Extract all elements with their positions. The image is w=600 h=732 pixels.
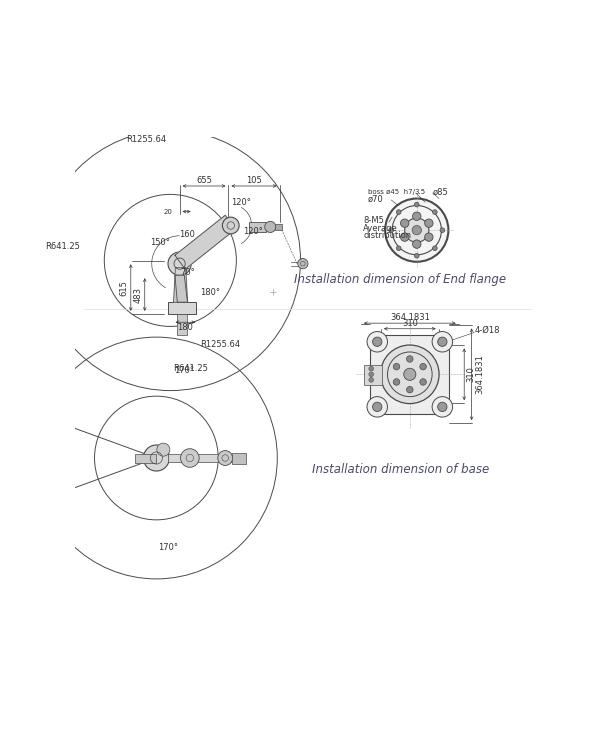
Bar bbox=[168, 454, 231, 462]
Circle shape bbox=[397, 246, 401, 250]
Polygon shape bbox=[175, 215, 235, 269]
Text: Installation dimension of End flange: Installation dimension of End flange bbox=[295, 274, 506, 286]
Bar bbox=[370, 335, 449, 414]
Text: ø85: ø85 bbox=[433, 187, 449, 196]
Circle shape bbox=[425, 233, 433, 242]
Circle shape bbox=[415, 202, 419, 207]
Text: Installation dimension of base: Installation dimension of base bbox=[312, 463, 489, 476]
Circle shape bbox=[413, 240, 421, 248]
Circle shape bbox=[393, 363, 400, 370]
Circle shape bbox=[401, 233, 409, 242]
Circle shape bbox=[415, 253, 419, 258]
Text: 170°: 170° bbox=[158, 543, 178, 552]
Text: 180°: 180° bbox=[200, 288, 220, 297]
Text: 3.5: 3.5 bbox=[415, 189, 425, 195]
Circle shape bbox=[433, 210, 437, 214]
Circle shape bbox=[157, 443, 170, 456]
Circle shape bbox=[367, 397, 388, 417]
Circle shape bbox=[401, 219, 409, 228]
Circle shape bbox=[218, 451, 233, 466]
Circle shape bbox=[369, 378, 374, 382]
Text: 70°: 70° bbox=[181, 269, 196, 277]
Text: R641.25: R641.25 bbox=[45, 242, 80, 251]
Text: R1255.64: R1255.64 bbox=[200, 340, 241, 348]
Text: 310: 310 bbox=[402, 318, 418, 328]
Bar bbox=[178, 314, 187, 335]
Bar bbox=[232, 453, 245, 463]
Circle shape bbox=[412, 225, 421, 235]
Circle shape bbox=[420, 378, 427, 385]
Circle shape bbox=[143, 445, 169, 471]
Text: 160: 160 bbox=[179, 231, 194, 239]
Polygon shape bbox=[175, 275, 188, 302]
Text: 20: 20 bbox=[164, 209, 173, 214]
Circle shape bbox=[369, 372, 374, 377]
Text: R1255.64: R1255.64 bbox=[126, 135, 166, 144]
Text: distribution: distribution bbox=[364, 231, 412, 240]
Circle shape bbox=[385, 198, 448, 262]
Text: 4-Ø18: 4-Ø18 bbox=[475, 326, 500, 335]
Circle shape bbox=[407, 386, 413, 393]
Text: 105: 105 bbox=[246, 176, 262, 185]
Circle shape bbox=[413, 212, 421, 220]
Text: 8-M5: 8-M5 bbox=[364, 217, 384, 225]
Circle shape bbox=[298, 258, 308, 269]
Bar bbox=[168, 302, 196, 314]
Circle shape bbox=[433, 246, 437, 250]
Bar bbox=[364, 365, 382, 384]
Circle shape bbox=[223, 217, 239, 234]
Text: Average: Average bbox=[364, 224, 398, 233]
Circle shape bbox=[168, 252, 191, 275]
Circle shape bbox=[432, 397, 452, 417]
Text: 150°: 150° bbox=[150, 238, 170, 247]
Text: 655: 655 bbox=[196, 176, 212, 185]
Circle shape bbox=[380, 345, 439, 403]
Circle shape bbox=[393, 378, 400, 385]
Bar bbox=[250, 222, 266, 232]
Circle shape bbox=[425, 219, 433, 228]
Circle shape bbox=[389, 228, 394, 233]
Circle shape bbox=[404, 368, 416, 381]
Bar bbox=[136, 455, 157, 463]
Circle shape bbox=[404, 218, 429, 242]
Circle shape bbox=[397, 210, 401, 214]
Circle shape bbox=[438, 337, 447, 346]
Circle shape bbox=[420, 363, 427, 370]
Text: R641.25: R641.25 bbox=[173, 364, 208, 373]
Circle shape bbox=[373, 337, 382, 346]
Text: 364.1831: 364.1831 bbox=[476, 354, 485, 395]
Bar bbox=[275, 224, 282, 230]
Circle shape bbox=[432, 332, 452, 352]
Circle shape bbox=[407, 356, 413, 362]
Circle shape bbox=[367, 332, 388, 352]
Text: 170°: 170° bbox=[174, 366, 194, 375]
Circle shape bbox=[181, 449, 199, 467]
Text: 120°: 120° bbox=[243, 227, 263, 236]
Text: 310: 310 bbox=[467, 367, 476, 382]
Text: 120°: 120° bbox=[231, 198, 251, 206]
Circle shape bbox=[440, 228, 445, 233]
Text: 615: 615 bbox=[120, 280, 129, 296]
Circle shape bbox=[373, 402, 382, 411]
Text: ø70: ø70 bbox=[368, 195, 384, 204]
Text: 180: 180 bbox=[178, 324, 193, 332]
Circle shape bbox=[438, 402, 447, 411]
Text: 483: 483 bbox=[134, 286, 143, 302]
Text: boss ø45  h7/: boss ø45 h7/ bbox=[368, 189, 415, 195]
Text: 364.1831: 364.1831 bbox=[390, 313, 430, 322]
Circle shape bbox=[369, 367, 374, 371]
Polygon shape bbox=[173, 267, 188, 302]
Circle shape bbox=[265, 221, 276, 233]
